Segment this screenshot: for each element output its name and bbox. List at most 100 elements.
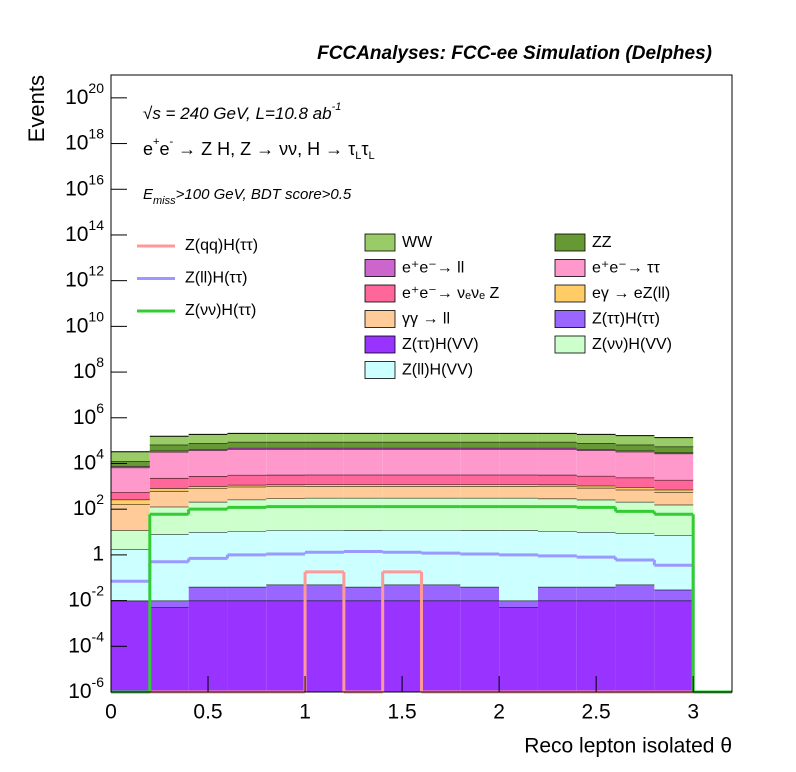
annotation: Emiss>100 GeV, BDT score>0.5 bbox=[143, 186, 352, 207]
stack-bar bbox=[149, 450, 189, 452]
y-tick-base: 10 bbox=[65, 314, 88, 337]
stack-bar bbox=[227, 448, 267, 475]
stack-bar bbox=[149, 506, 189, 535]
stack-bar bbox=[227, 531, 267, 587]
annotation-text: e bbox=[143, 139, 153, 159]
stack-bar bbox=[421, 600, 461, 692]
stack-bar bbox=[305, 486, 344, 498]
stack-bar bbox=[537, 441, 577, 448]
stack-bar bbox=[305, 447, 344, 449]
y-tick-label: 1018 bbox=[65, 125, 104, 154]
legend-label: Z(ll)H(VV) bbox=[402, 362, 473, 379]
stack-bar bbox=[421, 497, 461, 531]
stack-bar bbox=[576, 499, 616, 532]
plot-frame bbox=[110, 74, 733, 693]
stack-bar bbox=[149, 607, 189, 692]
stack-bar bbox=[576, 443, 616, 450]
stack-bar bbox=[421, 441, 461, 448]
stack-bar bbox=[615, 477, 655, 488]
legend: Z(qq)H(ττ) Z(ll)H(ττ) Z(νν)H(ττ) WW ZZ e⁺e⁻→ … bbox=[137, 233, 672, 379]
stack-bar bbox=[188, 434, 228, 444]
annotation-script: + bbox=[153, 136, 159, 148]
stack-bar bbox=[305, 497, 344, 531]
stack-bar bbox=[227, 474, 267, 485]
stack-bar bbox=[615, 435, 655, 445]
stack-bar bbox=[421, 530, 461, 585]
y-tick-base: 10 bbox=[68, 634, 91, 657]
stack-bar bbox=[382, 441, 422, 448]
stack-bar bbox=[305, 584, 344, 601]
stack-bar bbox=[227, 484, 267, 487]
stack-bar bbox=[305, 474, 344, 485]
y-tick-base: 10 bbox=[73, 360, 96, 383]
stack-bar bbox=[188, 450, 228, 477]
stack-bar bbox=[188, 476, 228, 487]
y-tick-base: 10 bbox=[73, 497, 96, 520]
stack-bar bbox=[576, 487, 616, 500]
y-tick-label: 1020 bbox=[65, 80, 104, 109]
stack-bar bbox=[576, 586, 616, 601]
stack-bar bbox=[382, 530, 422, 585]
legend-label: e⁺e⁻→ ll bbox=[402, 260, 464, 277]
stack-bar bbox=[499, 448, 538, 475]
y-tick-exponent: 6 bbox=[96, 399, 104, 415]
stack-bar bbox=[149, 488, 189, 491]
stack-bar bbox=[537, 531, 577, 587]
stack-bar bbox=[382, 484, 422, 487]
y-tick-base: 10 bbox=[65, 223, 88, 246]
y-tick-label: 1012 bbox=[65, 262, 104, 291]
annotation-script: - bbox=[169, 136, 173, 148]
stack-bar bbox=[343, 441, 383, 448]
legend-swatch bbox=[554, 310, 586, 328]
y-tick-label: 108 bbox=[73, 354, 104, 383]
legend-swatch bbox=[554, 335, 586, 354]
y-tick-label: 104 bbox=[73, 445, 104, 474]
stack-bar bbox=[421, 433, 461, 442]
y-tick-exponent: 8 bbox=[96, 354, 104, 370]
stack-bar bbox=[382, 447, 422, 449]
stack-bar bbox=[421, 484, 461, 487]
stack-bar bbox=[111, 467, 150, 493]
legend-label: e⁺e⁻→ ττ bbox=[592, 260, 660, 277]
stack-bar bbox=[460, 486, 500, 498]
stack-bar bbox=[343, 433, 383, 442]
legend-label: Z(νν)H(ττ) bbox=[185, 302, 256, 319]
annotation: e+e- → Z H, Z → νν, H → τLτL bbox=[143, 136, 375, 162]
stack-bar bbox=[266, 448, 306, 475]
y-tick-base: 10 bbox=[65, 268, 88, 291]
y-tick-label: 106 bbox=[73, 399, 104, 428]
stack-bar bbox=[654, 489, 694, 493]
y-tick-base: 10 bbox=[65, 177, 88, 200]
stack-bar bbox=[460, 433, 500, 442]
stack-bar bbox=[305, 600, 344, 692]
stack-bar bbox=[537, 474, 577, 485]
x-tick-label: 0 bbox=[105, 701, 117, 724]
stack-bar bbox=[654, 535, 694, 590]
stack-bar bbox=[576, 449, 616, 451]
annotation-script: -1 bbox=[332, 101, 342, 113]
annotation-script: miss bbox=[153, 195, 176, 207]
stack-bar bbox=[266, 486, 306, 499]
x-tick-label: 0.5 bbox=[193, 701, 222, 724]
stack-bar bbox=[111, 461, 150, 467]
y-tick-base: 10 bbox=[65, 131, 88, 154]
stack-bar bbox=[382, 486, 422, 498]
x-tick-label: 3 bbox=[687, 701, 699, 724]
stack-bar bbox=[343, 600, 383, 692]
stack-bar bbox=[305, 484, 344, 487]
x-axis-label: Reco lepton isolated θ bbox=[524, 735, 732, 758]
stack-bar bbox=[149, 451, 189, 478]
stack-bar bbox=[615, 489, 655, 502]
y-tick-exponent: 10 bbox=[88, 308, 104, 324]
legend-label: WW bbox=[402, 234, 433, 251]
y-tick-base: 10 bbox=[65, 85, 88, 108]
annotation-text: τ bbox=[361, 139, 368, 159]
stack-bar bbox=[111, 466, 150, 468]
stack-bar bbox=[460, 586, 500, 601]
stack-bar bbox=[537, 498, 577, 532]
stack-bar bbox=[499, 497, 538, 531]
stack-bar bbox=[382, 433, 422, 442]
stack-bar bbox=[305, 441, 344, 448]
stack-bar bbox=[421, 486, 461, 498]
annotation-text: e bbox=[159, 139, 169, 159]
